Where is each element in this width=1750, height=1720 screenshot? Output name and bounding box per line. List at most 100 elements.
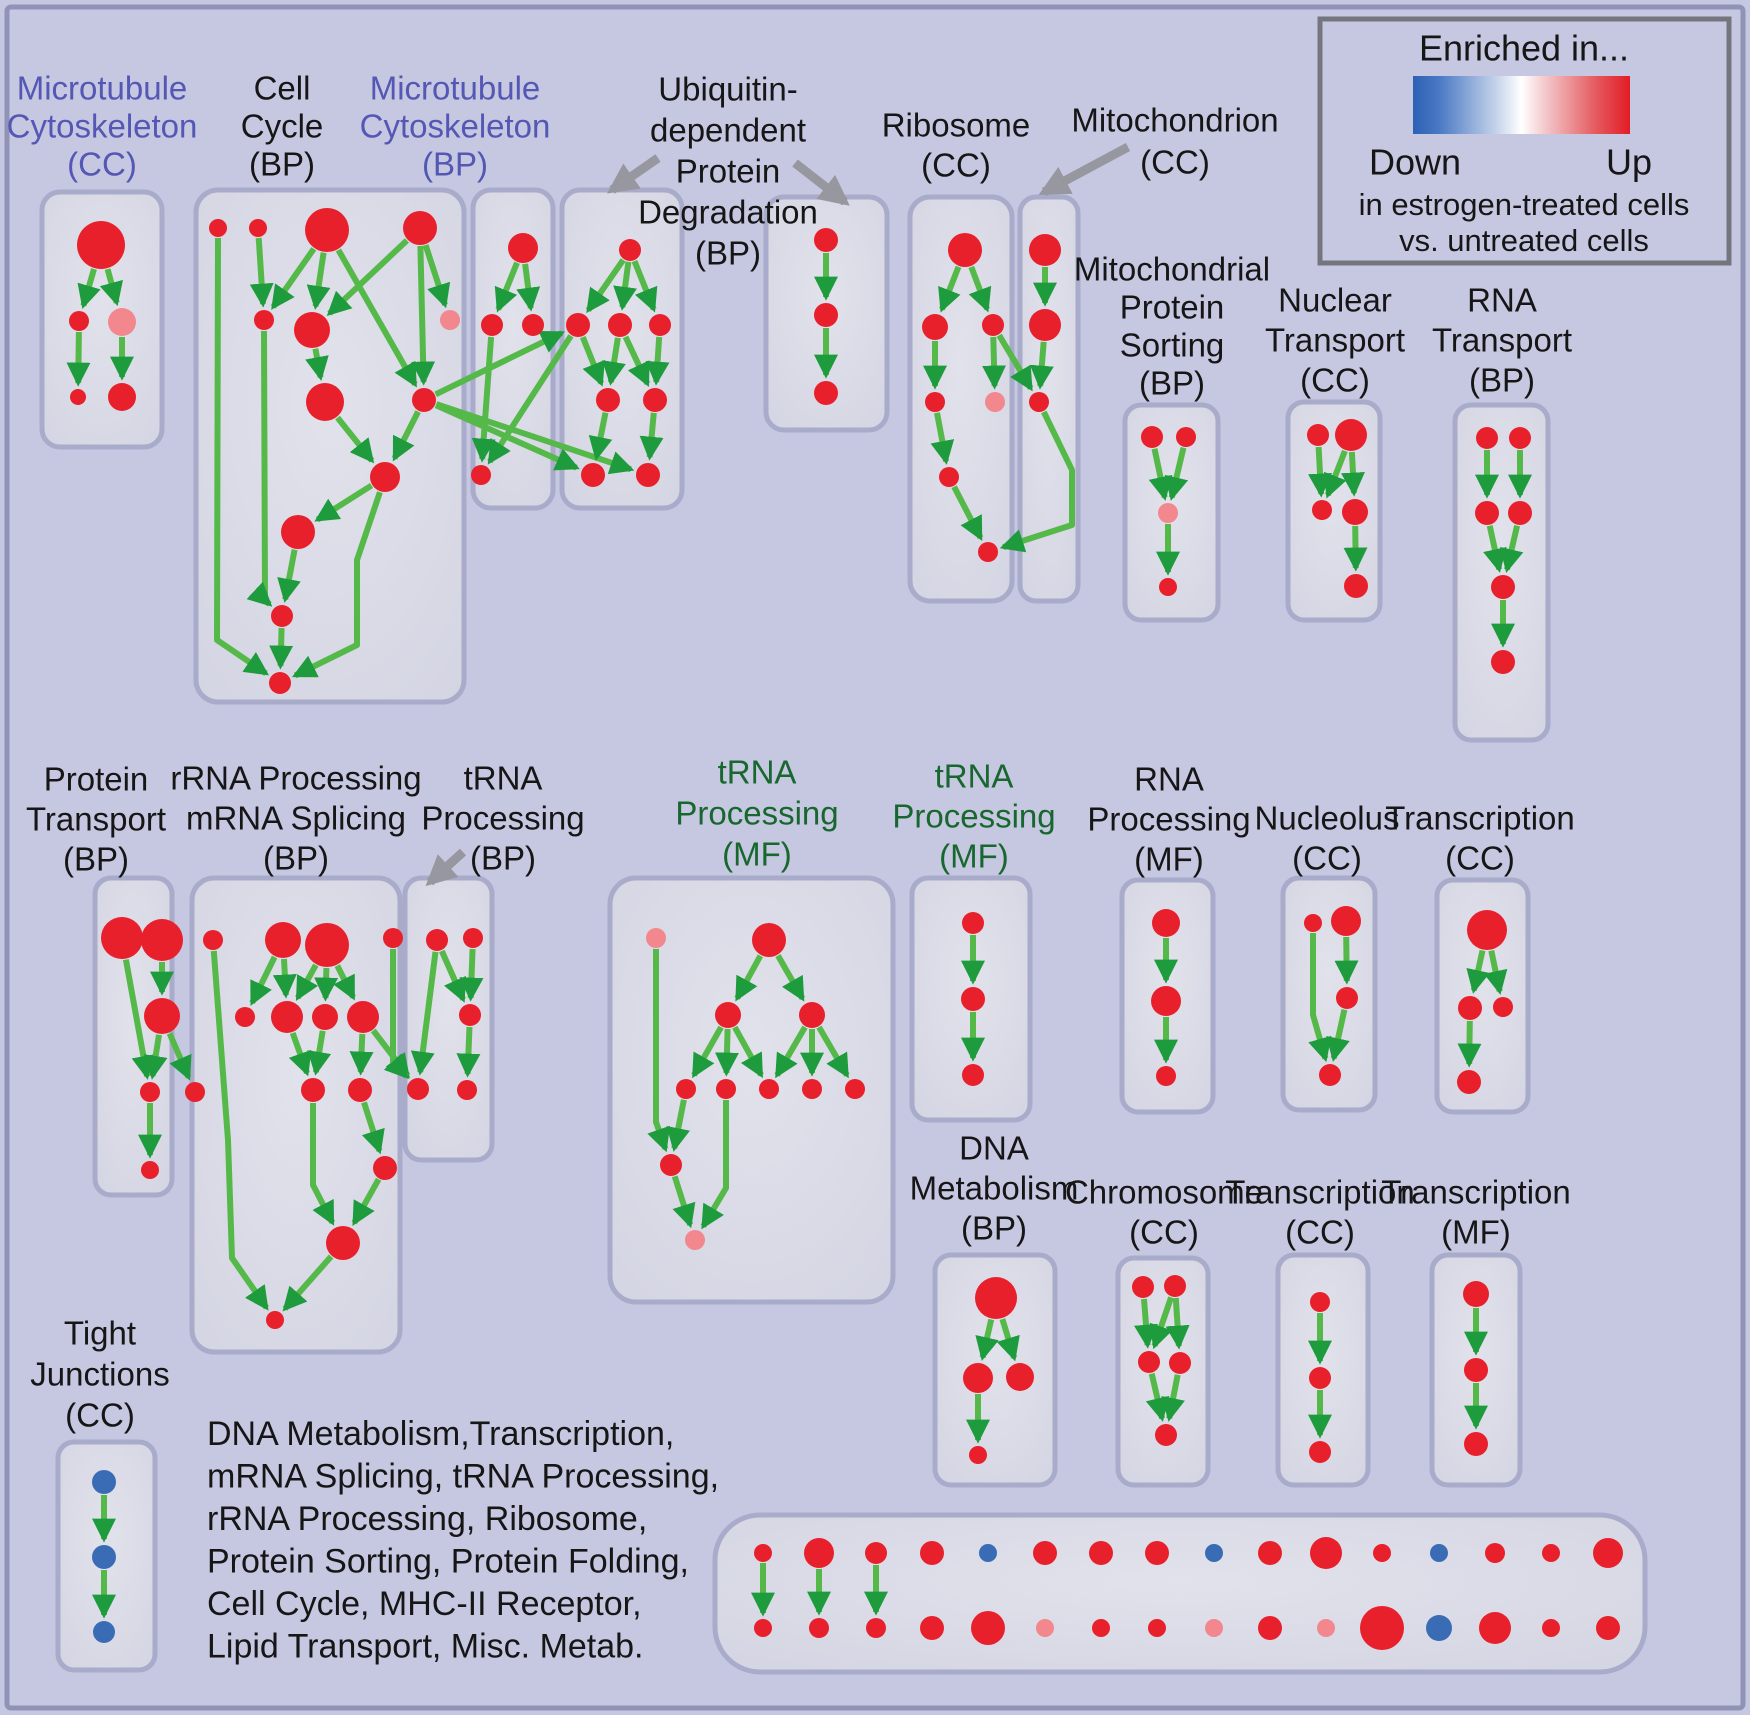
edge-mt1-mt3 [99, 268, 123, 307]
note-line: Protein Sorting, Protein Folding, [207, 1542, 689, 1580]
gene-node-za1 [962, 912, 984, 934]
figure-frame [4, 4, 1746, 1711]
edge-m1-m2 [494, 261, 520, 313]
gene-node-za2 [961, 987, 985, 1011]
edge-z1-z3 [775, 954, 806, 1002]
gene-node-q2 [1335, 419, 1367, 451]
gene-node-r4 [925, 392, 945, 412]
gene-node-na2 [1331, 906, 1361, 936]
gene-node-k13t [1430, 1544, 1448, 1562]
gene-node-c7 [440, 310, 460, 330]
cluster-label-line: Nuclear [1278, 282, 1392, 319]
gene-node-w4 [140, 1082, 160, 1102]
cluster-label-line: (CC) [1292, 840, 1362, 877]
cluster-box-ubiquitin-degradation-1 [559, 187, 685, 511]
gene-node-k8t [1145, 1541, 1169, 1565]
cluster-label-13: tRNA Processing (MF) [892, 758, 1055, 875]
edge-y2-y3 [459, 948, 484, 1002]
cluster-label-line: Chromosome [1065, 1174, 1263, 1211]
note-line: DNA Metabolism,Transcription, [207, 1415, 674, 1453]
gene-node-q1 [1307, 424, 1329, 446]
edge-c1-c13 [214, 237, 269, 676]
cluster-label-line: (BP) [961, 1210, 1027, 1247]
edge-x5-x6 [282, 1254, 334, 1312]
legend-up-label: Up [1606, 142, 1652, 183]
cluster-label-6: Mitochondrial Protein Sorting (BP) [1074, 251, 1270, 402]
edge-c3-c9 [335, 248, 418, 388]
edge-da1-da2 [975, 1318, 999, 1362]
gene-node-u6 [643, 388, 667, 412]
edge-xt3-xm3 [314, 967, 339, 1002]
note-line: Cell Cycle, MHC-II Receptor, [207, 1585, 642, 1623]
cluster-label-line: Processing [421, 800, 584, 837]
gene-node-k1b [754, 1619, 772, 1637]
edge-p1-p3 [1148, 448, 1173, 501]
cluster-label-line: Degradation [638, 194, 818, 231]
edge-m2-m4 [471, 336, 496, 463]
gene-node-u5 [596, 388, 620, 412]
edge-ca4-ca5 [1161, 1374, 1185, 1422]
gene-node-cc1 [1463, 1281, 1489, 1307]
gene-node-u8 [636, 463, 660, 487]
gene-node-c2 [249, 219, 267, 237]
edge-c9-u2 [434, 330, 566, 397]
gene-node-cb2 [1309, 1367, 1331, 1389]
edge-c12-c13 [269, 627, 294, 670]
gene-node-q3 [1312, 500, 1332, 520]
gene-node-m3 [522, 314, 544, 336]
edge-r4-r6 [930, 412, 955, 465]
gene-node-u3 [608, 313, 632, 337]
cluster-label-16: Transcription (CC) [1385, 800, 1575, 877]
gene-node-cc2 [1464, 1358, 1488, 1382]
edge-x4-x5 [351, 1177, 382, 1227]
cluster-label-line: Ubiquitin- [658, 71, 797, 108]
gene-node-zb3 [759, 1079, 779, 1099]
gene-node-r1 [948, 233, 982, 267]
gene-node-z4 [660, 1154, 682, 1176]
gene-node-z5 [685, 1230, 705, 1250]
gene-node-xm3 [312, 1004, 338, 1030]
gene-node-c6 [294, 312, 330, 348]
edges [66, 237, 1532, 1619]
cluster-label-3: Ubiquitin-dependent Protein Degradation (BP… [638, 71, 818, 272]
gene-node-x2 [301, 1078, 325, 1102]
gene-node-c3 [305, 208, 349, 252]
cluster-label-2: Microtubule Cytoskeleton (BP) [360, 70, 551, 183]
gene-node-c12 [271, 605, 293, 627]
legend-box [1317, 16, 1732, 266]
edge-c5-c12 [246, 330, 273, 607]
gene-node-zb1 [676, 1079, 696, 1099]
gene-node-na3 [1336, 987, 1358, 1009]
gene-node-p1 [1141, 426, 1163, 448]
edge-t3-r7 [999, 410, 1075, 553]
cluster-label-line: (CC) [65, 1397, 135, 1434]
edge-na2-na3 [1334, 936, 1359, 985]
gene-node-t3 [1029, 392, 1049, 412]
cluster-label-line: Transcription [1385, 800, 1575, 837]
cluster-label-19: Transcription (CC) [1225, 1174, 1415, 1251]
edge-u3-u6 [622, 335, 651, 387]
gene-node-v2 [814, 303, 838, 327]
gene-node-t2 [1029, 309, 1061, 341]
edge-c11-c12 [277, 549, 301, 603]
edge-c4-c6 [326, 238, 409, 316]
gene-node-k2t [804, 1538, 834, 1568]
edge-u5-u7 [588, 412, 613, 461]
gene-nodes [69, 208, 1623, 1650]
cluster-label-line: Transport [26, 801, 166, 838]
cluster-label-line: (CC) [1285, 1214, 1355, 1251]
gene-node-c9 [412, 388, 436, 412]
gene-node-r5 [985, 392, 1005, 412]
cluster-label-line: Cell [254, 70, 311, 107]
gene-node-u2 [566, 313, 590, 337]
cluster-label-line: (BP) [695, 235, 761, 272]
edge-u4-u6 [645, 336, 670, 386]
gene-node-za3 [962, 1064, 984, 1086]
gene-node-k11b [1317, 1619, 1335, 1637]
edge-y1-y4 [410, 951, 439, 1076]
gene-node-k4b [920, 1616, 944, 1640]
edge-q4-q5 [1343, 525, 1368, 572]
cluster-label-line: rRNA Processing [170, 760, 421, 797]
gene-node-mt2 [69, 311, 89, 331]
gene-node-m2 [481, 314, 503, 336]
